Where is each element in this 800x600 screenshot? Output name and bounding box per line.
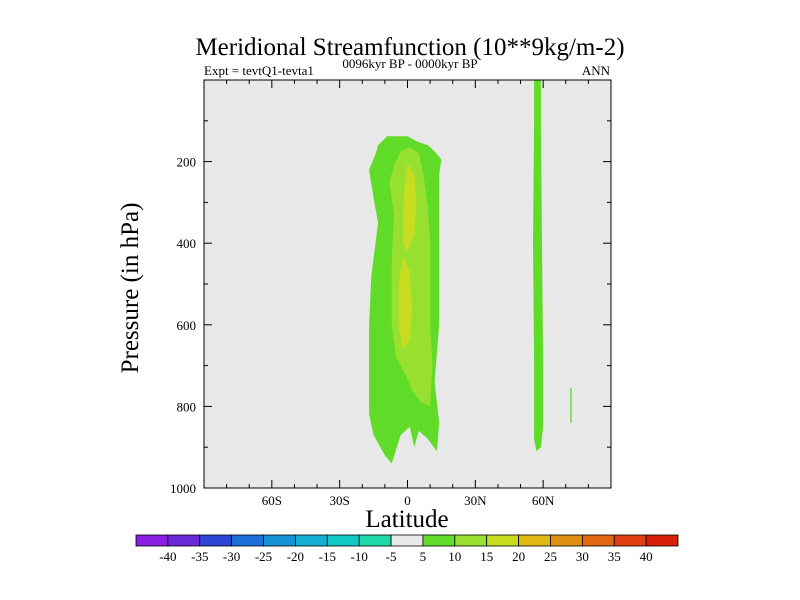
- colorbar-box: [295, 534, 328, 547]
- y-tick-label: 200: [177, 155, 197, 170]
- y-tick-label: 1000: [170, 481, 196, 496]
- colorbar-label: 20: [512, 549, 525, 564]
- colorbar-label: 35: [608, 549, 621, 564]
- colorbar-label: -35: [191, 549, 208, 564]
- colorbar-label: 30: [576, 549, 589, 564]
- contour-northern-strip: [533, 80, 544, 452]
- colorbar-box: [645, 534, 679, 547]
- y-axis-label: Pressure (in hPa): [117, 203, 144, 374]
- y-tick-label: 600: [177, 318, 197, 333]
- colorbar-box: [231, 534, 264, 547]
- colorbar-box: [167, 534, 201, 547]
- colorbar-label: 25: [544, 549, 557, 564]
- colorbar-label: 10: [448, 549, 461, 564]
- x-tick-label: 60N: [532, 493, 555, 508]
- colorbar-box: [326, 534, 360, 547]
- y-tick-label: 800: [177, 399, 197, 414]
- colorbar-box: [358, 534, 392, 547]
- contour-tropical-cell-core: [403, 163, 417, 252]
- colorbar: -40 -35 -30 -25 -20 -15 -10 -5 5 10 15 20 25 30 35 40: [135, 534, 679, 564]
- colorbar-label: -25: [255, 549, 272, 564]
- contour-tropical-cell-lower-core: [398, 255, 412, 350]
- colorbar-box: [422, 534, 456, 547]
- x-axis-label: Latitude: [365, 506, 448, 533]
- colorbar-label: -15: [319, 549, 336, 564]
- colorbar-box: [486, 534, 519, 547]
- chart-title: Meridional Streamfunction (10**9kg/m-2): [195, 34, 624, 61]
- chart-subtitle: 0096kyr BP - 0000kyr BP: [342, 56, 477, 71]
- y-tick-label: 400: [177, 236, 197, 251]
- x-tick-label: 0: [404, 493, 411, 508]
- colorbar-label: 15: [480, 549, 493, 564]
- contour-regions: [369, 80, 572, 464]
- colorbar-label: -5: [386, 549, 397, 564]
- axis-ticks: 60S 30S 0 30N 60N 200 400 600 800 1000: [170, 80, 611, 508]
- colorbar-label: 5: [420, 549, 427, 564]
- colorbar-box: [550, 534, 583, 547]
- colorbar-box: [518, 534, 551, 547]
- colorbar-label: -10: [351, 549, 368, 564]
- contour-small-north-strip: [570, 388, 572, 423]
- colorbar-box: [581, 534, 615, 547]
- colorbar-box: [613, 534, 647, 547]
- colorbar-label: -30: [223, 549, 240, 564]
- colorbar-label: -40: [159, 549, 176, 564]
- colorbar-box: [199, 534, 233, 547]
- x-tick-label: 60S: [262, 493, 282, 508]
- x-tick-label: 30N: [464, 493, 487, 508]
- colorbar-box: [390, 534, 424, 547]
- experiment-label: Expt = tevtQ1-tevta1: [204, 63, 314, 78]
- colorbar-box: [263, 534, 296, 547]
- colorbar-label: 40: [640, 549, 653, 564]
- colorbar-label: -20: [287, 549, 304, 564]
- season-label: ANN: [582, 63, 611, 78]
- colorbar-box: [454, 534, 488, 547]
- contour-tropical-cell-mid: [389, 147, 433, 407]
- x-tick-label: 30S: [330, 493, 350, 508]
- colorbar-box: [135, 534, 169, 547]
